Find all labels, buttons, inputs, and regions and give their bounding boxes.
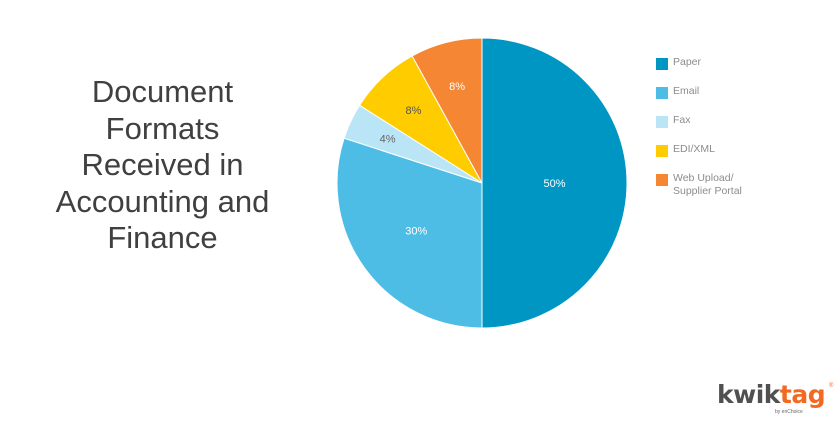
chart-title: Document Formats Received in Accounting … [40,74,285,257]
legend-label-email: Email [673,85,700,97]
legend-label-paper: Paper [673,56,702,68]
logo-word-kwik: kwik [717,380,780,409]
legend-swatch-edi-xml [656,145,668,157]
legend-swatch-email [656,87,668,99]
legend-swatch-fax [656,116,668,128]
logo-word-tag: tag [779,380,826,409]
data-label-fax: 4% [380,134,396,146]
legend-label-edi-xml: EDI/XML [673,143,716,155]
legend-label-fax: Fax [673,114,691,126]
title-line: Document [91,74,234,109]
legend-swatch-web-upload [656,174,668,186]
title-line: Accounting and [55,183,270,219]
pie-slice-email [336,137,483,329]
kwiktag-logo: kwiktag ® by enChoice [717,381,837,417]
title-line: Received in [81,147,244,182]
logo-wordmark: kwiktag [717,381,837,409]
data-label-email: 30% [405,226,427,238]
title-line: Finance [107,220,218,255]
pie-slice-web-upload [411,37,483,184]
legend-swatch-paper [656,58,668,70]
pie-slice-paper [481,37,628,329]
data-label-edi-xml: 8% [406,105,422,117]
logo-trademark: ® [829,383,834,389]
data-label-paper: 50% [543,178,565,190]
legend-label-web-upload: Web Upload/ Supplier Portal [673,172,742,197]
data-label-web-upload: 8% [449,81,465,93]
logo-subtitle: by enChoice [775,409,803,415]
title-line: Formats [105,110,220,146]
